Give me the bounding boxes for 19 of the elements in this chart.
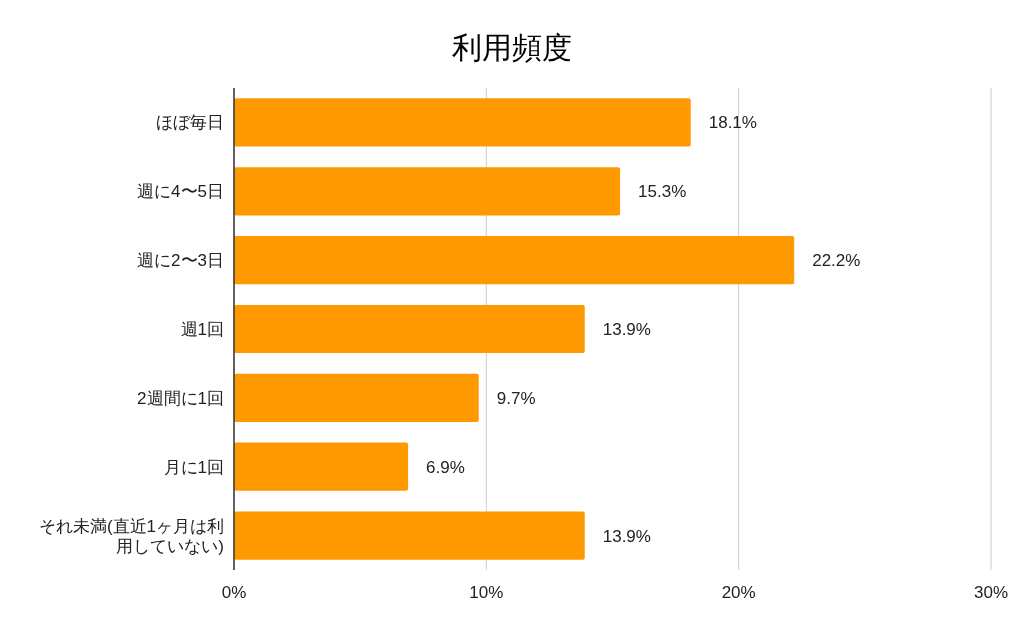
y-tick-label: 週1回 — [180, 320, 224, 339]
data-label: 15.3% — [638, 182, 687, 202]
x-tick-label: 0% — [221, 583, 247, 602]
x-tick-label: 20% — [721, 583, 756, 602]
x-tick-label: 30% — [973, 583, 1009, 602]
data-label: 22.2% — [812, 251, 861, 271]
chart-title: 利用頻度 — [452, 31, 572, 64]
y-tick-label: ほぼ毎日 — [156, 113, 224, 133]
y-tick-label: 週に2〜3日 — [137, 251, 224, 271]
y-tick-label: 週に4〜5日 — [137, 182, 224, 202]
y-tick-label: 月に1回 — [163, 457, 224, 477]
data-label: 18.1% — [708, 113, 757, 133]
x-tick-label: 10% — [469, 583, 504, 602]
data-label: 13.9% — [602, 526, 651, 546]
y-tick-label: 2週間に1回 — [137, 388, 224, 408]
data-label: 13.9% — [602, 320, 651, 339]
data-label: 6.9% — [426, 457, 465, 477]
data-label: 9.7% — [496, 388, 536, 408]
y-tick-label: それ未満(直近1ヶ月は利用していない) — [38, 516, 224, 556]
